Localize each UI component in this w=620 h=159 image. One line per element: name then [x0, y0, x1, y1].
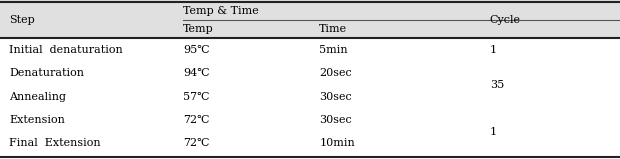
Text: 72℃: 72℃	[183, 115, 210, 125]
Text: Denaturation: Denaturation	[9, 68, 84, 78]
Text: 1: 1	[490, 45, 497, 55]
Text: Extension: Extension	[9, 115, 65, 125]
Text: 5min: 5min	[319, 45, 348, 55]
Text: Temp: Temp	[183, 24, 214, 34]
Text: Step: Step	[9, 15, 35, 25]
Text: Final  Extension: Final Extension	[9, 138, 101, 148]
Text: 1: 1	[490, 127, 497, 137]
Text: 30sec: 30sec	[319, 91, 352, 101]
Text: Time: Time	[319, 24, 347, 34]
Text: 57℃: 57℃	[183, 91, 210, 101]
Text: 10min: 10min	[319, 138, 355, 148]
Text: Annealing: Annealing	[9, 91, 66, 101]
Text: 20sec: 20sec	[319, 68, 352, 78]
Text: 95℃: 95℃	[183, 45, 210, 55]
Bar	[0, 0, 620, 38]
Text: 35: 35	[490, 80, 504, 90]
Text: Cycle: Cycle	[490, 15, 521, 25]
Text: 94℃: 94℃	[183, 68, 210, 78]
Text: Initial  denaturation: Initial denaturation	[9, 45, 123, 55]
Text: 72℃: 72℃	[183, 138, 210, 148]
Text: 30sec: 30sec	[319, 115, 352, 125]
Text: Temp & Time: Temp & Time	[183, 6, 259, 16]
